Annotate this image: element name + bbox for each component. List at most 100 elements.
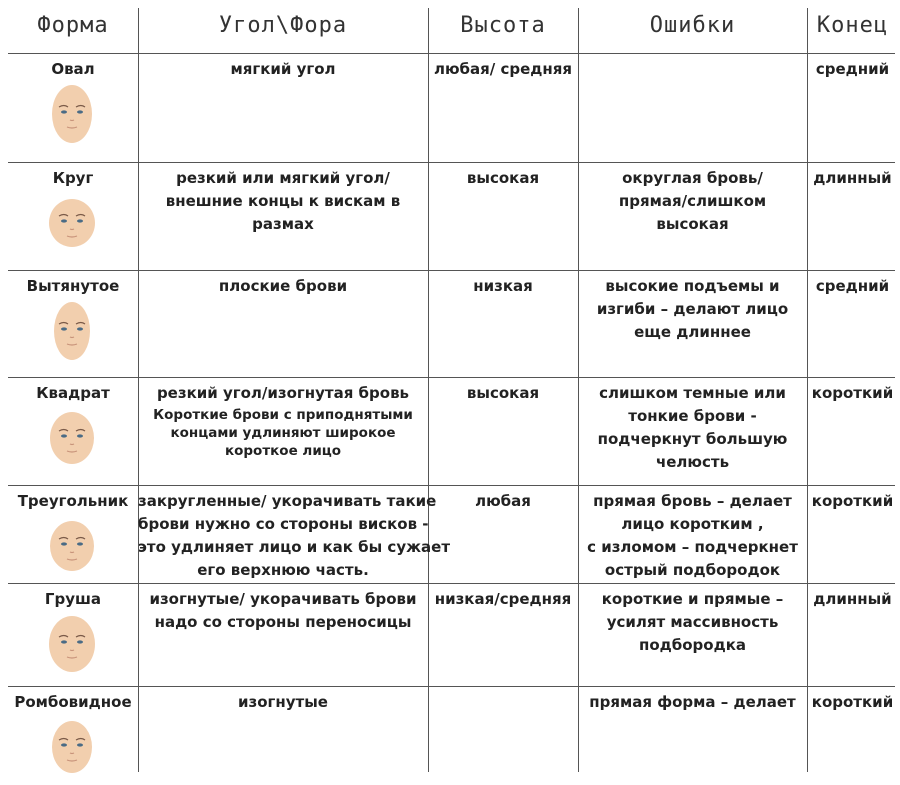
cell-text: лицо коротким , xyxy=(621,515,764,533)
face-part xyxy=(58,321,86,325)
face-part xyxy=(61,542,67,546)
face-part xyxy=(66,336,78,346)
face-part xyxy=(61,743,67,747)
cell-text: высокие подъемы и xyxy=(605,277,780,295)
cell-text: короткое лицо xyxy=(224,443,342,459)
face-part xyxy=(61,640,67,644)
column-header: Ошибки xyxy=(649,13,736,38)
end-value: средний xyxy=(815,60,890,78)
cell-text: концами удлиняют широкое xyxy=(170,425,396,441)
face-part xyxy=(77,434,83,438)
face-part xyxy=(58,634,86,638)
column-header: Конец xyxy=(816,13,889,38)
cell-text: прямая форма – делает xyxy=(589,693,796,711)
face-part xyxy=(61,110,67,114)
cell-text: низкая/средняя xyxy=(434,590,572,608)
end-value: короткий xyxy=(811,384,894,402)
column-divider xyxy=(578,8,579,772)
cell-text: надо со стороны переносицы xyxy=(154,613,412,631)
shape-name: Овал xyxy=(51,60,95,78)
face-part xyxy=(77,743,83,747)
cell-text: его верхнюю часть. xyxy=(197,561,369,579)
face-part xyxy=(58,536,86,540)
face-part xyxy=(61,219,67,223)
cell-text: мягкий угол xyxy=(230,60,336,78)
cell-text: изгиби – делают лицо xyxy=(596,300,789,318)
face-part xyxy=(58,428,86,432)
shape-name: Ромбовидное xyxy=(14,693,132,711)
row-divider xyxy=(8,377,895,378)
cell-text: округлая бровь/ xyxy=(622,169,763,187)
cell-text: усилят массивность xyxy=(606,613,779,631)
cell-text: тонкие брови - xyxy=(628,407,757,425)
shape-name: Квадрат xyxy=(36,384,110,402)
cell-text: короткие и прямые – xyxy=(601,590,784,608)
face-part xyxy=(58,213,86,217)
face-part xyxy=(61,434,67,438)
cell-text: изогнутые xyxy=(238,693,328,711)
shape-name: Груша xyxy=(44,590,102,608)
column-header: Угол\Фора xyxy=(218,13,348,38)
face-part xyxy=(66,752,78,762)
end-value: средний xyxy=(815,277,890,295)
row-divider xyxy=(8,686,895,687)
column-divider xyxy=(807,8,808,772)
shape-name: Круг xyxy=(52,169,94,187)
cell-text: острый подбородок xyxy=(604,561,781,579)
row-divider xyxy=(8,162,895,163)
face-part xyxy=(50,521,94,571)
cell-text: подчеркнут большую xyxy=(597,430,788,448)
row-divider xyxy=(8,270,895,271)
shape-name: Треугольник xyxy=(17,492,129,510)
cell-text: закругленные/ укорачивать такие xyxy=(138,492,437,510)
end-value: длинный xyxy=(813,590,892,608)
cell-text: изогнутые/ укорачивать брови xyxy=(149,590,417,608)
face-part xyxy=(77,110,83,114)
row-divider xyxy=(8,485,895,486)
cell-text: размах xyxy=(252,215,314,233)
cell-text: высокая xyxy=(466,169,540,187)
cell-text: брови нужно со стороны висков - xyxy=(138,515,429,533)
column-header: Форма xyxy=(37,13,109,38)
cell-text: высокая xyxy=(656,215,729,233)
row-divider xyxy=(8,53,895,54)
row-divider xyxy=(8,583,895,584)
cell-text: любая xyxy=(475,492,531,510)
face-part xyxy=(66,551,78,561)
face-part xyxy=(77,640,83,644)
face-part xyxy=(61,327,67,331)
column-divider xyxy=(138,8,139,772)
cell-text: слишком темные или xyxy=(599,384,786,402)
cell-text: Короткие брови с приподнятыми xyxy=(153,407,413,423)
cell-text: высокая xyxy=(466,384,540,402)
face-part xyxy=(52,85,92,143)
cell-text: любая/ средняя xyxy=(433,60,573,78)
cell-text: резкий или мягкий угол/ xyxy=(176,169,390,187)
face-part xyxy=(77,327,83,331)
face-part xyxy=(49,199,95,247)
cell-text: еще длиннее xyxy=(634,323,751,341)
face-part xyxy=(52,721,92,773)
cell-text: прямая/слишком xyxy=(618,192,767,210)
face-part xyxy=(77,542,83,546)
cell-text: резкий угол/изогнутая бровь xyxy=(156,384,410,402)
cell-text: плоские брови xyxy=(218,277,348,295)
face-part xyxy=(66,443,78,453)
column-header: Высота xyxy=(460,13,546,38)
end-value: короткий xyxy=(811,492,894,510)
cell-text: с изломом – подчеркнет xyxy=(587,538,798,556)
face-part xyxy=(49,616,95,672)
face-part xyxy=(77,219,83,223)
face-part xyxy=(66,228,78,238)
face-part xyxy=(50,412,94,464)
shape-name: Вытянутое xyxy=(26,277,120,295)
end-value: короткий xyxy=(811,693,894,711)
cell-text: подбородка xyxy=(638,636,747,654)
column-divider xyxy=(428,8,429,772)
cell-text: прямая бровь – делает xyxy=(593,492,792,510)
cell-text: низкая xyxy=(473,277,533,295)
face-part xyxy=(58,104,86,108)
cell-text: это удлиняет лицо и как бы сужает xyxy=(138,538,451,556)
cell-text: челюсть xyxy=(655,453,730,471)
